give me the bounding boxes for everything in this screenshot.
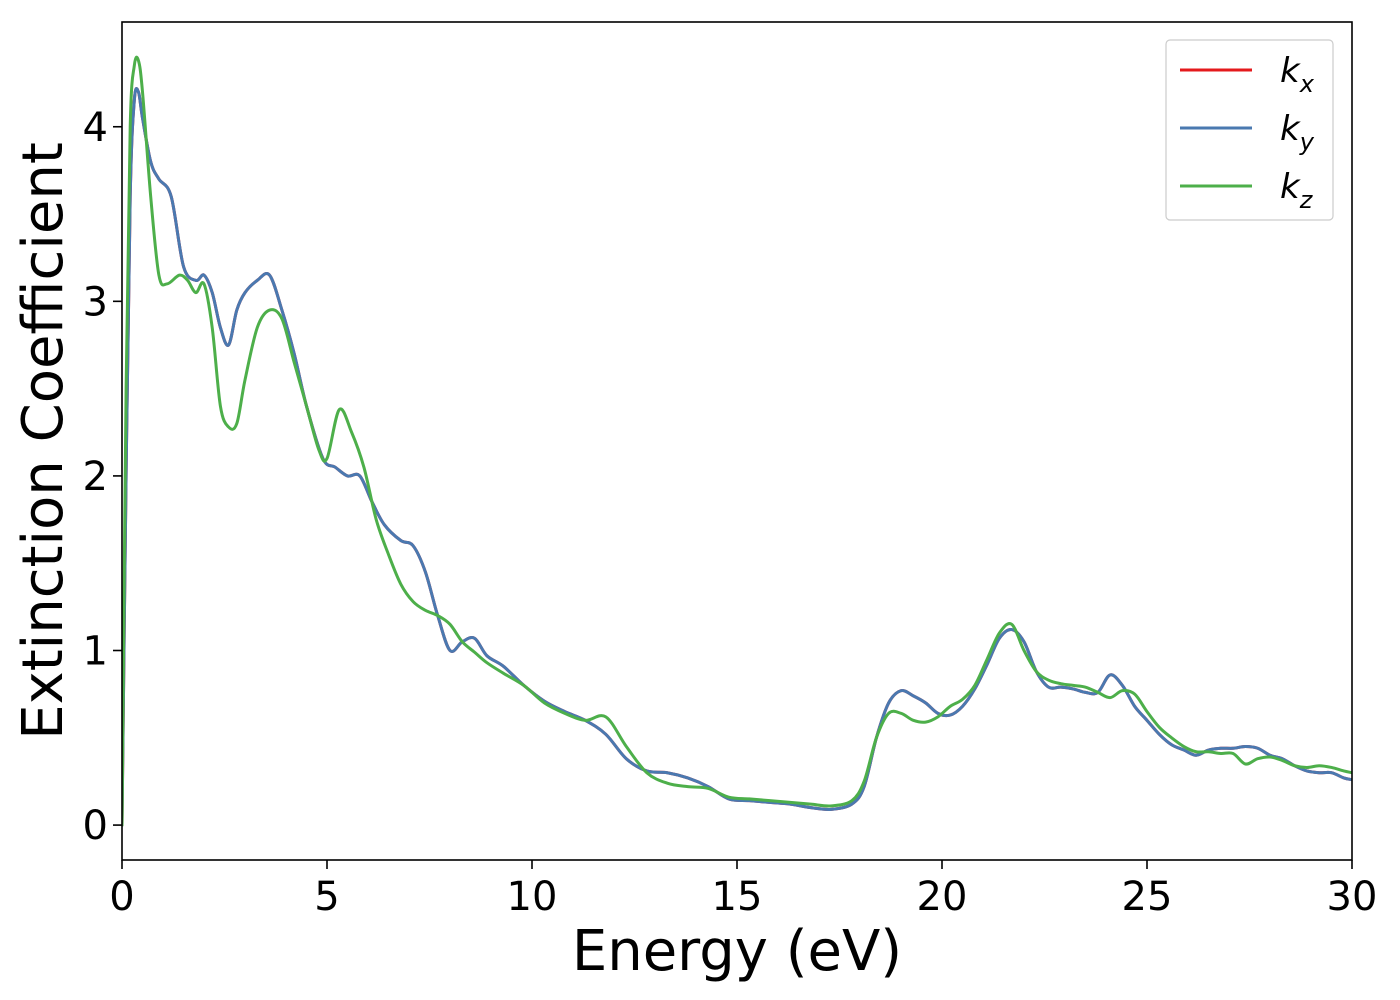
legend-label-x: kx (1280, 51, 1315, 98)
legend: kx ky kz (1165, 39, 1334, 221)
x-tick-label: 0 (109, 874, 134, 920)
y-tick-label: 0 (83, 803, 108, 849)
legend-frame (1165, 39, 1334, 221)
y-axis: 0 1 2 3 4 (83, 105, 122, 849)
x-tick-label: 15 (712, 874, 763, 920)
x-axis-label: Energy (eV) (572, 919, 902, 984)
series-line-y (122, 87, 1352, 827)
y-tick-label: 3 (83, 279, 108, 325)
x-tick-label: 10 (507, 874, 558, 920)
legend-label-y: ky (1280, 109, 1315, 156)
x-tick-label: 5 (314, 874, 339, 920)
y-tick-label: 4 (83, 105, 108, 151)
legend-label-z: kz (1280, 167, 1314, 214)
y-axis-label: Extinction Coefficient (11, 142, 76, 740)
x-tick-label: 25 (1122, 874, 1173, 920)
series-line-z (122, 55, 1352, 827)
y-tick-label: 2 (83, 454, 108, 500)
x-tick-label: 30 (1327, 874, 1378, 920)
x-tick-label: 20 (917, 874, 968, 920)
x-axis: 0 5 10 15 20 25 30 (109, 860, 1377, 920)
series-layer (122, 55, 1352, 827)
y-tick-label: 1 (83, 629, 108, 675)
